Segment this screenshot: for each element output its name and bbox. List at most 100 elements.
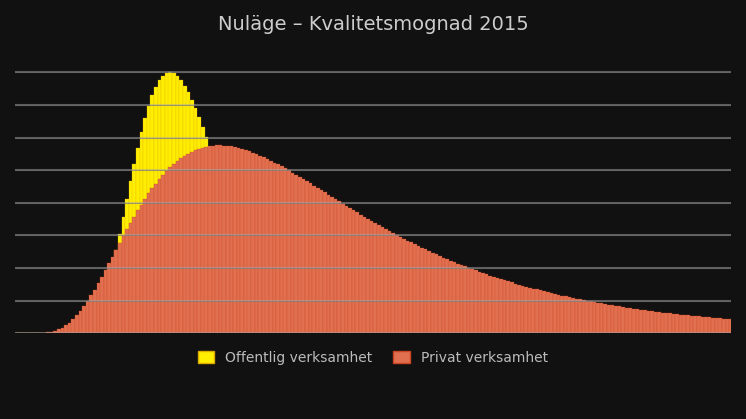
Bar <box>175 76 179 333</box>
Bar <box>388 231 392 333</box>
Bar <box>183 86 186 333</box>
Bar <box>262 271 266 333</box>
Bar <box>118 234 122 333</box>
Bar <box>86 301 90 333</box>
Bar <box>219 145 222 333</box>
Bar <box>222 146 226 333</box>
Bar <box>485 274 489 333</box>
Bar <box>359 215 363 333</box>
Bar <box>197 149 201 333</box>
Bar <box>700 317 704 333</box>
Bar <box>169 72 172 333</box>
Bar <box>341 326 345 333</box>
Bar <box>661 313 665 333</box>
Bar <box>287 300 291 333</box>
Bar <box>72 319 75 333</box>
Bar <box>90 323 93 333</box>
Bar <box>503 280 507 333</box>
Bar <box>596 303 600 333</box>
Bar <box>589 302 593 333</box>
Bar <box>301 311 305 333</box>
Bar <box>157 80 161 333</box>
Bar <box>179 80 183 333</box>
Bar <box>294 175 298 333</box>
Bar <box>507 281 510 333</box>
Bar <box>248 246 251 333</box>
Bar <box>82 306 86 333</box>
Bar <box>312 317 316 333</box>
Bar <box>54 331 57 333</box>
Bar <box>341 204 345 333</box>
Bar <box>226 196 230 333</box>
Bar <box>330 323 334 333</box>
Bar <box>384 331 388 333</box>
Bar <box>60 328 64 333</box>
Bar <box>639 310 643 333</box>
Bar <box>348 327 352 333</box>
Bar <box>632 309 636 333</box>
Bar <box>222 186 226 333</box>
Bar <box>236 148 240 333</box>
Bar <box>104 292 107 333</box>
Bar <box>100 302 104 333</box>
Bar <box>86 326 90 333</box>
Bar <box>93 318 97 333</box>
Bar <box>391 233 395 333</box>
Bar <box>104 270 107 333</box>
Bar <box>628 308 633 333</box>
Bar <box>143 118 147 333</box>
Bar <box>715 318 718 333</box>
Bar <box>122 217 125 333</box>
Bar <box>50 332 54 333</box>
Bar <box>406 241 410 333</box>
Bar <box>363 217 366 333</box>
Bar <box>337 202 341 333</box>
Bar <box>107 279 111 333</box>
Bar <box>402 239 406 333</box>
Bar <box>254 154 258 333</box>
Bar <box>272 163 276 333</box>
Bar <box>291 303 295 333</box>
Bar <box>373 223 377 333</box>
Bar <box>704 317 708 333</box>
Bar <box>283 297 287 333</box>
Bar <box>276 290 280 333</box>
Bar <box>140 204 143 333</box>
Bar <box>309 315 313 333</box>
Bar <box>204 147 208 333</box>
Bar <box>499 279 503 333</box>
Bar <box>230 205 233 333</box>
Bar <box>190 100 194 333</box>
Bar <box>323 321 327 333</box>
Bar <box>258 155 262 333</box>
Bar <box>201 127 204 333</box>
Bar <box>460 265 463 333</box>
Bar <box>114 250 118 333</box>
Bar <box>236 223 240 333</box>
Bar <box>643 310 647 333</box>
Bar <box>161 175 165 333</box>
Bar <box>398 237 402 333</box>
Bar <box>283 168 287 333</box>
Bar <box>345 206 348 333</box>
Bar <box>726 319 730 333</box>
Title: Nuläge – Kvalitetsmognad 2015: Nuläge – Kvalitetsmognad 2015 <box>218 15 528 34</box>
Bar <box>96 283 100 333</box>
Bar <box>333 324 337 333</box>
Bar <box>107 264 111 333</box>
Bar <box>254 259 258 333</box>
Bar <box>420 248 424 333</box>
Bar <box>686 316 690 333</box>
Bar <box>546 292 550 333</box>
Bar <box>298 177 301 333</box>
Bar <box>452 262 456 333</box>
Bar <box>442 258 445 333</box>
Bar <box>391 331 395 333</box>
Bar <box>136 147 140 333</box>
Bar <box>262 157 266 333</box>
Bar <box>568 297 571 333</box>
Bar <box>729 319 733 333</box>
Bar <box>316 188 319 333</box>
Bar <box>653 312 657 333</box>
Bar <box>244 238 248 333</box>
